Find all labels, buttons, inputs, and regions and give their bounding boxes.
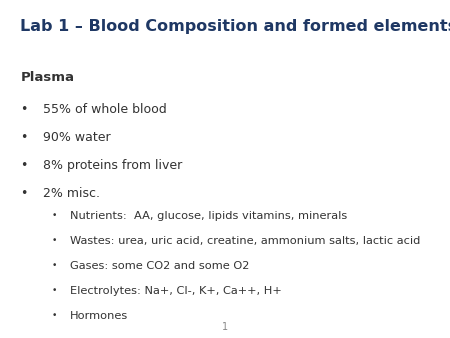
Text: 55% of whole blood: 55% of whole blood (43, 103, 166, 116)
Text: Electrolytes: Na+, Cl-, K+, Ca++, H+: Electrolytes: Na+, Cl-, K+, Ca++, H+ (70, 286, 282, 296)
Text: •: • (52, 261, 57, 270)
Text: 8% proteins from liver: 8% proteins from liver (43, 159, 182, 172)
Text: 90% water: 90% water (43, 131, 110, 144)
Text: •: • (52, 211, 57, 220)
Text: 2% misc.: 2% misc. (43, 187, 100, 200)
Text: Gases: some CO2 and some O2: Gases: some CO2 and some O2 (70, 261, 249, 271)
Text: •: • (20, 103, 27, 116)
Text: Wastes: urea, uric acid, creatine, ammonium salts, lactic acid: Wastes: urea, uric acid, creatine, ammon… (70, 236, 420, 246)
Text: •: • (20, 131, 27, 144)
Text: Hormones: Hormones (70, 311, 128, 321)
Text: Nutrients:  AA, glucose, lipids vitamins, minerals: Nutrients: AA, glucose, lipids vitamins,… (70, 211, 347, 221)
Text: •: • (20, 187, 27, 200)
Text: Plasma: Plasma (20, 71, 74, 84)
Text: 1: 1 (222, 322, 228, 332)
Text: •: • (52, 286, 57, 295)
Text: •: • (52, 311, 57, 320)
Text: •: • (20, 159, 27, 172)
Text: Lab 1 – Blood Composition and formed elements: Lab 1 – Blood Composition and formed ele… (20, 19, 450, 33)
Text: •: • (52, 236, 57, 245)
